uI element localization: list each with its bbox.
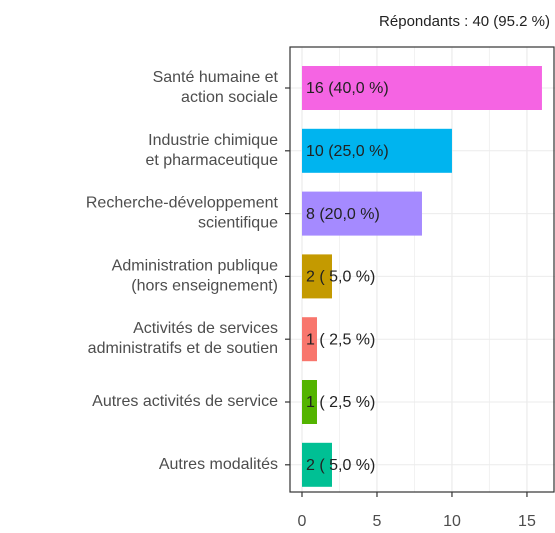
bar [301, 380, 317, 424]
value-label: 1 ( 2,5 %) [306, 394, 375, 411]
value-label: 10 (25,0 %) [306, 143, 389, 160]
y-tick-label: Santé humaine et action sociale [153, 69, 279, 106]
y-tick-label-line: Administration publique [112, 258, 278, 275]
y-tick-label-line: action sociale [181, 89, 278, 106]
x-tick-label: 5 [373, 513, 382, 530]
y-tick-label-line: scientifique [198, 215, 278, 232]
chart-subtitle: Répondants : 40 (95.2 %) [379, 13, 550, 30]
x-tick-label: 0 [298, 513, 307, 530]
bar [301, 442, 332, 487]
bar [301, 128, 452, 173]
y-tick-label: Autres modalités [159, 456, 278, 473]
y-tick-label: Industrie chimique et pharmaceutique [145, 132, 278, 169]
bar [301, 66, 542, 110]
x-tick-label: 15 [518, 513, 536, 530]
value-label: 8 (20,0 %) [306, 206, 380, 223]
y-tick-label: Recherche-développement scientifique [86, 195, 279, 232]
bar [301, 191, 422, 236]
value-label: 1 ( 2,5 %) [306, 331, 375, 348]
bar [301, 317, 317, 362]
plot-border [289, 46, 555, 493]
value-label: 2 ( 5,0 %) [306, 457, 375, 474]
y-tick-label-line: Santé humaine et [153, 69, 279, 86]
y-tick-label-line: Industrie chimique [148, 132, 278, 149]
y-tick-label-line: (hors enseignement) [131, 278, 278, 295]
value-label: 2 ( 5,0 %) [306, 269, 375, 286]
y-tick-label: Autres activités de service [92, 393, 278, 410]
y-tick-label-line: administratifs et de soutien [88, 340, 278, 357]
y-tick-label-line: Autres activités de service [92, 393, 278, 410]
y-tick-label: Administration publique (hors enseignemen… [112, 258, 278, 295]
bar [301, 254, 332, 299]
y-tick-label-line: et pharmaceutique [145, 152, 278, 169]
y-tick-label-line: Recherche-développement [86, 195, 279, 212]
y-tick-label: Activités de services administratifs et d… [88, 320, 278, 357]
x-tick-label: 10 [443, 513, 461, 530]
y-tick-label-line: Autres modalités [159, 456, 278, 473]
y-tick-label-line: Activités de services [133, 320, 278, 337]
value-label: 16 (40,0 %) [306, 80, 389, 97]
